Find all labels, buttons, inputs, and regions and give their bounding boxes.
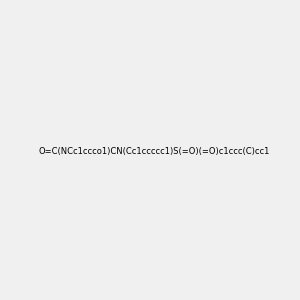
Text: O=C(NCc1ccco1)CN(Cc1ccccc1)S(=O)(=O)c1ccc(C)cc1: O=C(NCc1ccco1)CN(Cc1ccccc1)S(=O)(=O)c1cc… [38,147,269,156]
